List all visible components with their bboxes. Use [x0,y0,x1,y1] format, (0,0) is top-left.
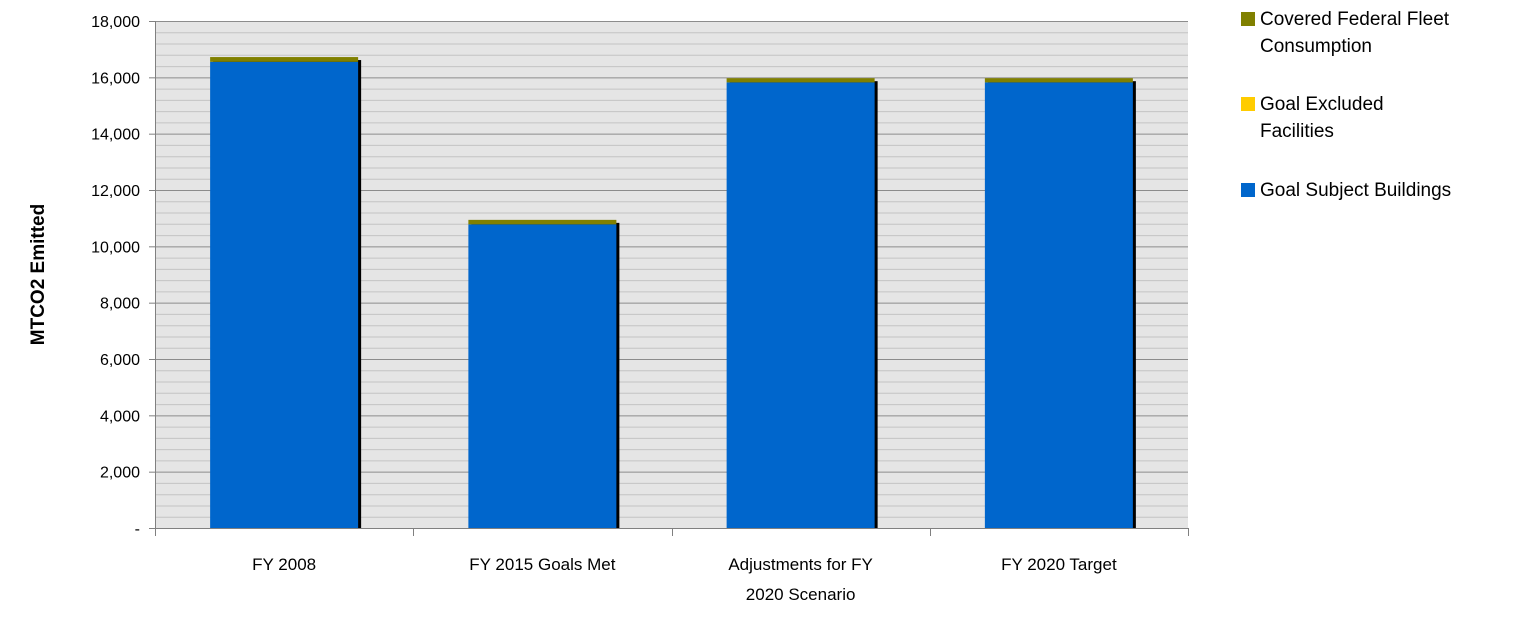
legend-item: Goal Excluded Facilities [1241,91,1460,145]
bar-covered-federal-fleet-consumption [726,78,875,83]
y-tick-label: 10,000 [91,239,140,256]
y-axis-title: MTCO2 Emitted [28,204,49,345]
y-tick-labels: - 2,000 4,000 6,000 8,000 10,000 12,000 14,000 1… [91,14,140,538]
legend-item: Covered Federal Fleet Consumption [1241,6,1460,60]
y-tick-label: 14,000 [91,127,140,144]
bar-covered-federal-fleet-consumption [210,57,359,62]
bar-covered-federal-fleet-consumption [468,219,617,225]
bar-goal-subject-buildings [984,82,1133,529]
legend-swatch [1241,12,1255,26]
x-category-label: FY 2020 Target [1001,555,1117,574]
y-tick-label: 4,000 [100,408,140,425]
bar-goal-subject-buildings [210,61,359,528]
x-category-label: FY 2015 Goals Met [469,555,615,574]
legend-label: Goal Excluded Facilities [1260,94,1384,142]
y-tick-label: 12,000 [91,183,140,200]
legend-item: Goal Subject Buildings [1241,177,1460,204]
bar-goal-subject-buildings [726,82,875,529]
x-category-label: FY 2008 [252,555,316,574]
legend-label: Goal Subject Buildings [1260,180,1452,201]
y-tick-label: 16,000 [91,70,140,87]
bars [210,57,1136,529]
axes [149,21,1189,536]
legend-swatch [1241,183,1255,197]
y-tick-label: 6,000 [100,352,140,369]
x-category-label: Adjustments for FY 2020 Scenario [728,555,873,604]
bar-covered-federal-fleet-consumption [984,78,1133,83]
y-tick-label: 8,000 [100,296,140,313]
y-tick-label: 18,000 [91,14,140,31]
bar-goal-subject-buildings [468,224,617,528]
legend-swatch [1241,97,1255,111]
y-tick-label: 2,000 [100,465,140,482]
y-tick-label: - [135,521,140,538]
legend-label: Covered Federal Fleet Consumption [1260,9,1450,57]
x-tick-labels: FY 2008 FY 2015 Goals Met Adjustments for … [252,555,1117,604]
